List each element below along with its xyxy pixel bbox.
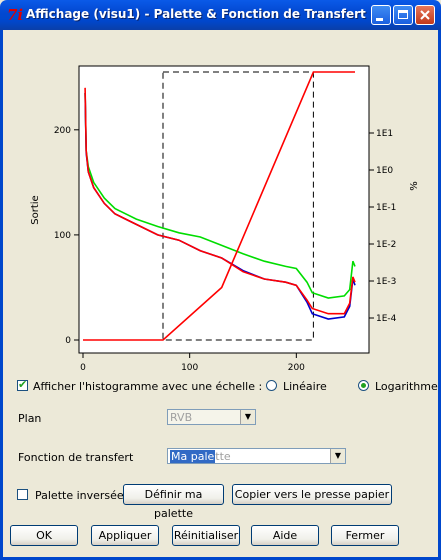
window-dashed-box <box>162 71 314 341</box>
transfer-function-line <box>83 71 355 341</box>
x-tick-label: 100 <box>181 363 198 370</box>
plot-area <box>78 65 370 354</box>
scale-log-label: Logarithme <box>375 380 438 393</box>
chevron-down-icon: ▼ <box>330 449 345 463</box>
minimize-icon <box>376 18 383 21</box>
series-green-line <box>84 92 356 299</box>
y-tick-label: 0 <box>65 336 71 346</box>
y-tick-label: 200 <box>54 126 71 136</box>
scale-linear-radio[interactable] <box>266 380 277 391</box>
transfer-function-label: Fonction de transfert <box>18 451 134 464</box>
histogram-chart[interactable]: 010020001002001E-41E-31E-21E-11E01E1Entr… <box>3 30 438 370</box>
window-frame-right <box>438 30 441 560</box>
ok-button[interactable]: OK <box>10 525 78 546</box>
app-icon: 7i <box>7 6 24 24</box>
chevron-down-icon: ▼ <box>240 410 255 424</box>
minimize-button[interactable] <box>371 5 391 25</box>
histogram-checkbox[interactable] <box>17 378 28 391</box>
window-frame-left <box>0 30 3 560</box>
palette-inverted-checkbox[interactable] <box>17 489 28 500</box>
define-palette-button[interactable]: Définir ma palette <box>123 484 224 520</box>
series-red-line <box>84 87 356 315</box>
plan-select[interactable]: RVB ▼ <box>167 409 256 425</box>
y2-tick-label: 1E-3 <box>376 277 396 287</box>
maximize-icon <box>398 10 408 19</box>
x-tick-label: 200 <box>288 363 305 370</box>
scale-log-radio[interactable] <box>358 380 369 391</box>
apply-button[interactable]: Appliquer <box>91 525 159 546</box>
chart-area: 010020001002001E-41E-31E-21E-11E01E1Entr… <box>3 30 438 370</box>
x-tick-label: 0 <box>80 363 86 370</box>
window-frame-bottom <box>0 557 441 560</box>
y2-tick-label: 1E1 <box>376 129 393 139</box>
close-window-button[interactable] <box>415 5 435 25</box>
close-icon <box>420 10 430 20</box>
transfer-function-select[interactable]: Ma palette ▼ <box>167 448 346 464</box>
transfer-function-value-selected: Ma pale <box>170 450 216 463</box>
plan-label: Plan <box>18 412 42 425</box>
y2-tick-label: 1E-4 <box>376 314 397 324</box>
y2-tick-label: 1E-1 <box>376 203 396 213</box>
help-button[interactable]: Aide <box>251 525 319 546</box>
copy-clipboard-button[interactable]: Copier vers le presse papier <box>232 484 392 505</box>
window-title: Affichage (visu1) - Palette & Fonction d… <box>26 7 366 21</box>
y2-tick-label: 1E0 <box>376 166 393 176</box>
y2-tick-label: 1E-2 <box>376 240 396 250</box>
reset-button[interactable]: Réinitialiser <box>172 525 240 546</box>
transfer-function-value: Ma palette <box>170 450 231 463</box>
plan-select-value: RVB <box>170 411 193 424</box>
maximize-button[interactable] <box>393 5 413 25</box>
title-bar[interactable]: 7i Affichage (visu1) - Palette & Fonctio… <box>0 0 441 30</box>
palette-inverted-label: Palette inversée <box>35 489 124 502</box>
scale-linear-label: Linéaire <box>283 380 327 393</box>
close-button[interactable]: Fermer <box>331 525 399 546</box>
histogram-checkbox-label: Afficher l'histogramme avec une échelle … <box>33 380 263 393</box>
y-tick-label: 100 <box>54 231 71 241</box>
y2-axis-label: % <box>409 181 420 191</box>
transfer-function-value-rest: tte <box>215 450 231 463</box>
y-axis-label: Sortie <box>30 195 41 224</box>
